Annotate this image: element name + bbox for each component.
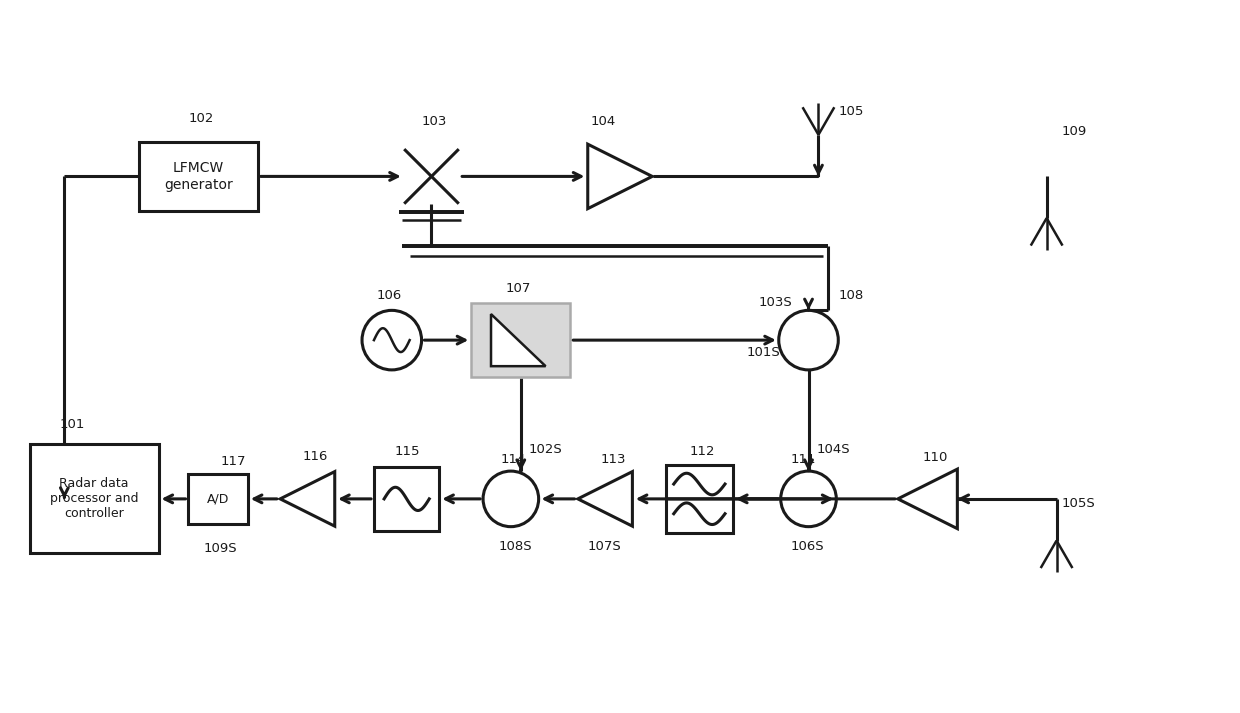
Text: LFMCW
generator: LFMCW generator: [164, 161, 233, 192]
Text: 104: 104: [590, 116, 615, 128]
Text: 114: 114: [501, 453, 526, 466]
Polygon shape: [491, 314, 546, 366]
Text: 111: 111: [791, 453, 816, 466]
Text: 102S: 102S: [528, 443, 563, 456]
Polygon shape: [898, 469, 957, 528]
Bar: [188, 474, 248, 523]
Text: 109S: 109S: [203, 542, 237, 555]
Text: 112: 112: [689, 445, 715, 458]
Circle shape: [362, 310, 422, 370]
Text: 117: 117: [221, 455, 246, 468]
Bar: [30, 444, 159, 553]
Circle shape: [779, 310, 838, 370]
Polygon shape: [588, 144, 652, 209]
Text: 108S: 108S: [498, 540, 532, 553]
Text: 108: 108: [838, 289, 863, 302]
Text: 113: 113: [600, 453, 626, 466]
Polygon shape: [578, 471, 632, 526]
Text: 106S: 106S: [791, 540, 825, 553]
Text: 103S: 103S: [759, 296, 792, 309]
Text: 101: 101: [60, 418, 84, 431]
Polygon shape: [280, 471, 335, 526]
Text: 105S: 105S: [1061, 498, 1095, 511]
Text: 109: 109: [1061, 125, 1086, 138]
Text: 116: 116: [303, 450, 327, 463]
Text: 106: 106: [377, 289, 402, 302]
Text: 115: 115: [394, 445, 420, 458]
Text: 102: 102: [188, 113, 213, 125]
Circle shape: [484, 471, 538, 527]
Bar: [471, 303, 570, 377]
Bar: [374, 466, 439, 531]
Text: 103: 103: [422, 116, 446, 128]
Circle shape: [781, 471, 836, 527]
Bar: [139, 142, 258, 211]
Text: 107: 107: [506, 282, 531, 295]
Text: 105: 105: [838, 106, 864, 118]
Bar: [666, 465, 733, 533]
Text: Radar data
processor and
controller: Radar data processor and controller: [50, 478, 139, 520]
Text: 107S: 107S: [588, 540, 621, 553]
Text: A/D: A/D: [207, 493, 229, 506]
Text: 104S: 104S: [816, 443, 851, 456]
Text: 101S: 101S: [746, 346, 781, 359]
Text: 110: 110: [923, 451, 949, 463]
